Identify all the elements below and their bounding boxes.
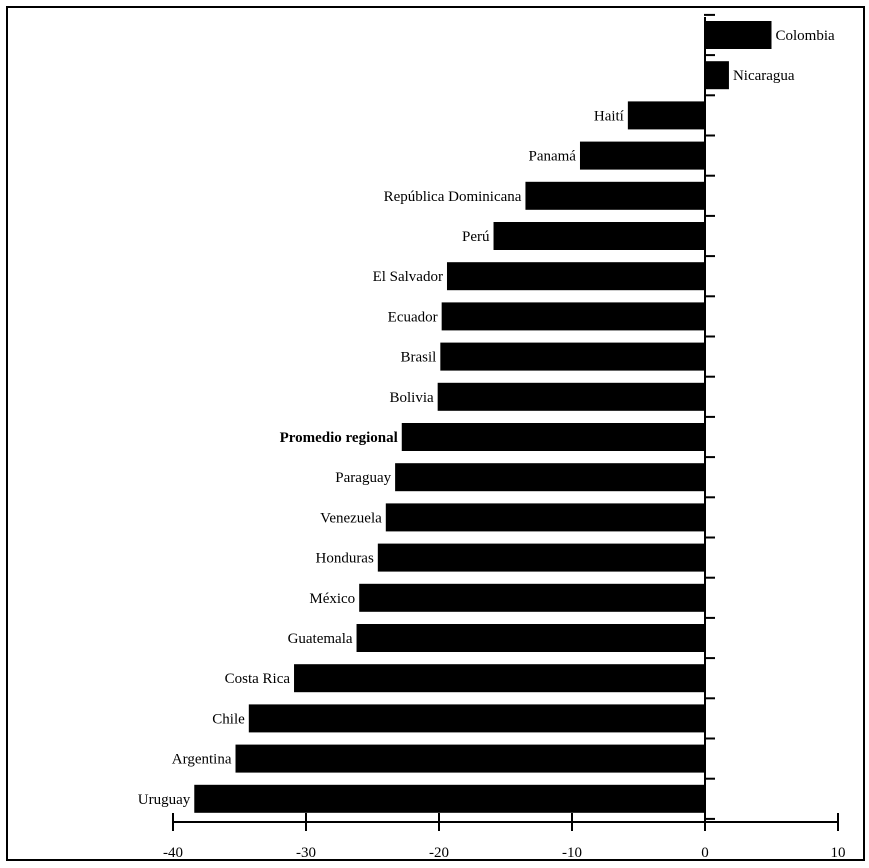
x-tick-label-10: 10 [831, 845, 846, 861]
bar-uruguay [194, 784, 705, 813]
category-label-haiti: Haití [594, 108, 624, 124]
category-labels-group: Colombia Nicaragua Haití Panamá República Do… [138, 28, 835, 808]
category-label-ecuador: Ecuador [388, 309, 438, 325]
x-tick-label-neg40: -40 [163, 845, 183, 861]
bar-panama [579, 141, 705, 170]
bar-peru [493, 222, 705, 250]
bar-haiti [627, 101, 705, 130]
bar-brasil [440, 342, 705, 371]
bar-colombia [705, 21, 772, 49]
bars-group [194, 21, 772, 813]
category-label-paraguay: Paraguay [335, 470, 391, 486]
bar-guatemala [356, 624, 705, 652]
x-tick-label-neg10: -10 [562, 845, 582, 861]
x-tick-label-neg20: -20 [429, 845, 449, 861]
category-label-venezuela: Venezuela [320, 510, 382, 526]
category-label-promedio-regional: Promedio regional [280, 430, 398, 446]
category-label-republica-dominicana: República Dominicana [384, 189, 522, 205]
category-label-chile: Chile [212, 711, 245, 727]
category-label-peru: Perú [462, 229, 490, 245]
bar-nicaragua [705, 61, 729, 90]
x-tick-label-0: 0 [701, 845, 709, 861]
category-label-bolivia: Bolivia [389, 390, 434, 406]
bar-el-salvador [446, 262, 705, 291]
bar-chile [248, 704, 705, 733]
bar-paraguay [395, 463, 705, 492]
chart-frame [6, 6, 865, 861]
category-label-nicaragua: Nicaragua [733, 68, 795, 84]
bar-costa-rica [294, 664, 705, 693]
category-label-brasil: Brasil [400, 350, 436, 366]
category-label-el-salvador: El Salvador [373, 269, 443, 285]
category-label-colombia: Colombia [776, 28, 836, 44]
category-label-panama: Panamá [528, 149, 576, 165]
bar-mexico [359, 583, 705, 612]
bar-promedio-regional [401, 423, 705, 451]
bar-bolivia [437, 382, 705, 411]
category-label-guatemala: Guatemala [288, 631, 353, 647]
bar-honduras [377, 543, 705, 572]
category-label-uruguay: Uruguay [138, 792, 191, 808]
bar-argentina [235, 744, 705, 773]
category-label-costa-rica: Costa Rica [225, 671, 291, 687]
bar-republica-dominicana [525, 181, 705, 210]
bar-ecuador [441, 302, 705, 331]
category-label-argentina: Argentina [172, 752, 232, 768]
bar-venezuela [385, 503, 705, 532]
category-label-mexico: México [309, 591, 355, 607]
x-tick-label-neg30: -30 [296, 845, 316, 861]
axes-group: -40 -30 -20 -10 0 10 [163, 13, 846, 861]
category-label-honduras: Honduras [315, 551, 373, 567]
